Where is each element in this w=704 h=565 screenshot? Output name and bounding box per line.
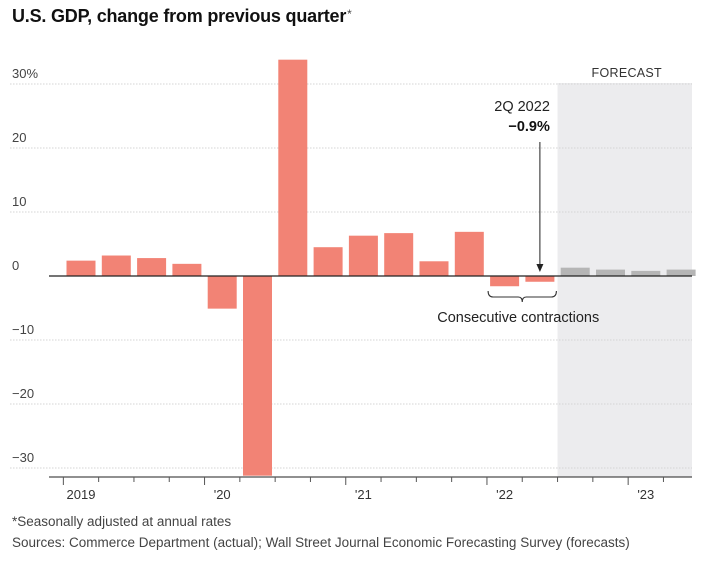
x-year-label: '22 [496,487,513,502]
bar [596,269,625,276]
x-year-label: 2019 [67,487,96,502]
bar [525,276,555,282]
x-year-label: '20 [214,487,231,502]
bar [454,231,484,276]
bar [490,276,520,287]
y-tick-label: 10 [12,194,26,209]
y-tick-label: 0 [12,258,19,273]
y-tick-label: 30% [12,66,38,81]
annotation-arrow-icon [536,264,544,272]
x-year-label: '21 [355,487,372,502]
x-year-label: '23 [637,487,654,502]
bar [666,269,696,276]
bar [348,235,378,276]
x-axis-labels: 2019 '20 '21 '22 '23 [67,487,655,502]
bar [560,267,590,276]
annotation-quarter: 2Q 2022 [494,99,550,115]
bar [137,258,167,276]
forecast-label: FORECAST [592,66,663,80]
y-tick-label: −10 [12,322,34,337]
bars [66,59,696,476]
bar [66,260,96,276]
footnote: *Seasonally adjusted at annual rates [12,514,232,529]
y-tick-label: −20 [12,386,34,401]
bar [172,263,202,276]
annotation-2q-2022: 2Q 2022 −0.9% Consecutive contractions [437,99,599,326]
bar [313,247,343,276]
annotation-value: −0.9% [508,119,550,135]
bar [101,255,131,276]
y-tick-label: 20 [12,130,26,145]
bar [207,276,237,309]
sources-note: Sources: Commerce Department (actual); W… [12,535,630,550]
title-footnote-marker: * [347,7,352,21]
y-tick-label: −30 [12,450,34,465]
forecast-region [557,83,692,477]
bar [278,59,308,277]
y-axis-labels: 30% 20 10 0 −10 −20 −30 [12,66,38,465]
contraction-bracket [487,290,557,303]
gdp-bar-chart: 30% 20 10 0 −10 −20 −30 2019 '20 '21 '22 '23 FOREC… [10,59,696,502]
bar [631,270,661,276]
bar [243,276,272,476]
x-axis-ticks [62,477,664,485]
chart-title: U.S. GDP, change from previous quarter* [12,6,352,26]
contraction-label: Consecutive contractions [437,310,599,326]
bar [419,261,449,276]
gridlines [10,83,692,469]
bar [384,233,414,276]
